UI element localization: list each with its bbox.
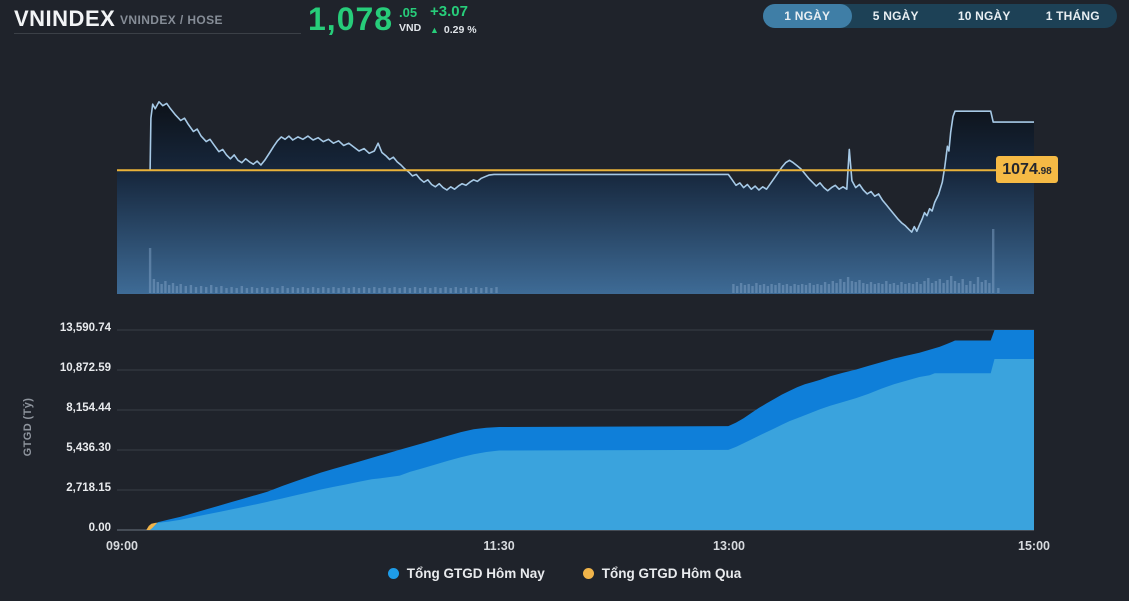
legend-item-yesterday[interactable]: Tổng GTGD Hôm Qua — [582, 566, 742, 581]
price-chart-canvas[interactable] — [0, 90, 1129, 300]
tab-1-ngay[interactable]: 1 NGÀY — [763, 4, 852, 28]
y-tick-2718: 2,718.15 — [66, 482, 111, 494]
y-tick-0: 0.00 — [88, 522, 111, 534]
tab-5-ngay[interactable]: 5 NGÀY — [872, 9, 919, 23]
symbol-exchange-label: VNINDEX / HOSE — [120, 13, 223, 27]
legend-label-yesterday: Tổng GTGD Hôm Qua — [601, 566, 742, 581]
tab-10-ngay[interactable]: 10 NGÀY — [957, 9, 1011, 23]
page-title: VNINDEX — [14, 6, 116, 31]
x-tick-1300: 13:00 — [713, 539, 745, 553]
reference-price-decimal: .98 — [1037, 165, 1052, 177]
y-tick-8154: 8,154.44 — [66, 402, 111, 414]
y-tick-5436: 5,436.30 — [66, 442, 111, 454]
y-tick-10872: 10,872.59 — [59, 362, 111, 374]
change-percent: 0.29 % — [443, 24, 477, 36]
up-arrow-icon: ▲ — [430, 24, 439, 35]
change-value: +3.07 — [430, 3, 468, 20]
x-tick-1130: 11:30 — [483, 539, 515, 553]
overlap-area — [146, 359, 1035, 530]
price-line — [149, 101, 1034, 233]
legend-dot-today-icon — [387, 568, 399, 579]
currency-label: VND — [399, 22, 422, 34]
y-axis-title: GTGD (Tỷ) — [22, 397, 34, 457]
price-area — [117, 101, 1034, 294]
x-tick-0900: 09:00 — [106, 539, 138, 553]
x-tick-1500: 15:00 — [1018, 539, 1050, 553]
y-tick-13590: 13,590.74 — [59, 322, 111, 334]
period-tab-bar: 1 NGÀY 5 NGÀY 10 NGÀY 1 THÁNG — [763, 4, 1117, 28]
reference-price-main: 1074 — [1002, 160, 1038, 178]
change-percent-row: ▲ 0.29 % — [430, 24, 477, 36]
last-price-decimal: .05 — [399, 5, 418, 20]
volume-bars — [148, 229, 1000, 293]
header-divider — [14, 33, 301, 34]
last-price: 1,078 — [308, 1, 394, 37]
legend-label-today: Tổng GTGD Hôm Nay — [406, 566, 545, 581]
reference-price-label: 1074.98 — [996, 156, 1058, 183]
legend-item-today[interactable]: Tổng GTGD Hôm Nay — [387, 566, 545, 581]
tab-1-thang[interactable]: 1 THÁNG — [1045, 9, 1100, 23]
chart-legend: Tổng GTGD Hôm Nay Tổng GTGD Hôm Qua — [0, 566, 1129, 581]
volume-chart-canvas[interactable] — [0, 320, 1129, 535]
legend-dot-yesterday-icon — [582, 568, 594, 579]
